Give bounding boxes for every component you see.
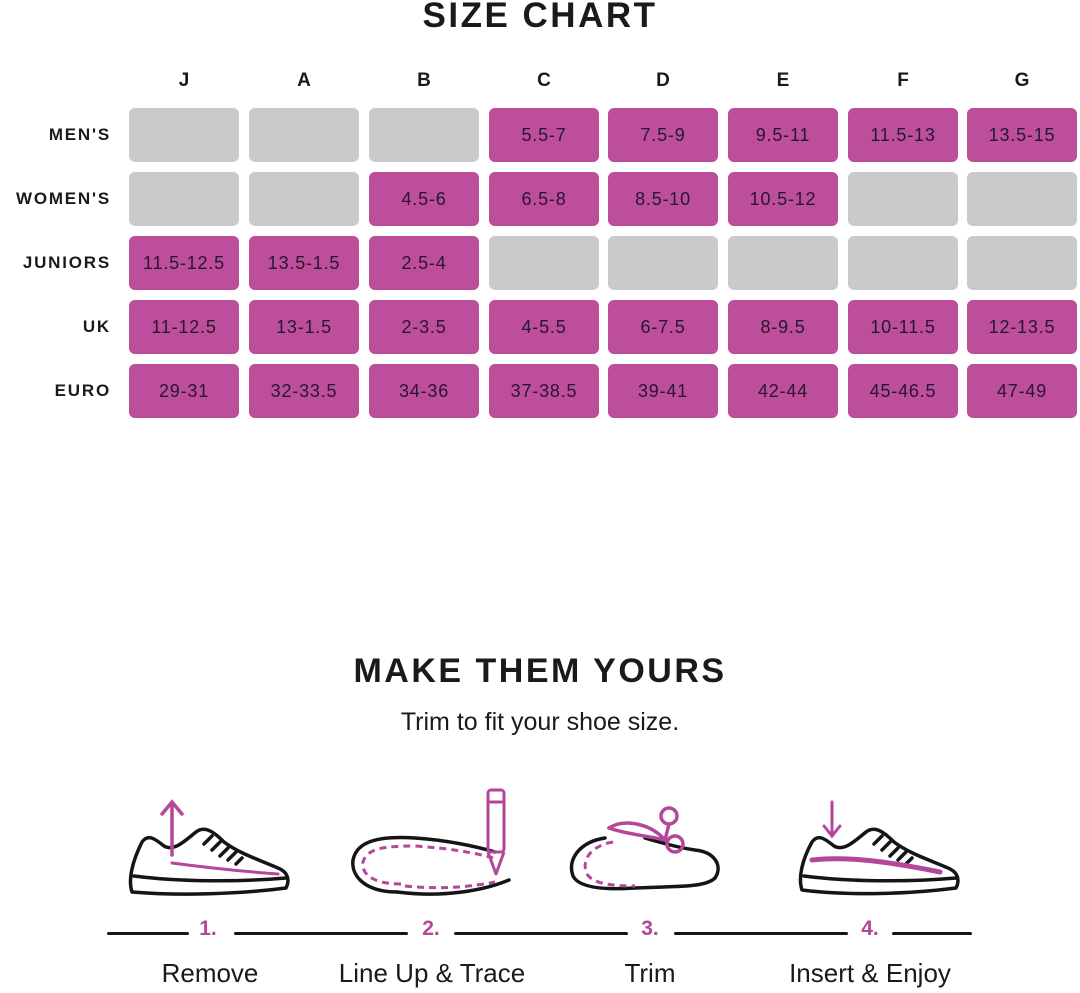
- size-cell: 6.5-8: [489, 172, 599, 226]
- step-label-insert-enjoy: Insert & Enjoy: [789, 958, 951, 988]
- size-cell: 8.5-10: [608, 172, 718, 226]
- shoe-remove-insole-icon: [128, 799, 290, 896]
- step-label-line-up-trace: Line Up & Trace: [338, 958, 526, 988]
- size-cell: 11-12.5: [129, 300, 239, 354]
- size-cell: 29-31: [129, 364, 239, 418]
- column-header-b: B: [417, 70, 431, 91]
- size-cell: 2-3.5: [369, 300, 479, 354]
- size-cell: [848, 236, 958, 290]
- size-cell: 39-41: [608, 364, 718, 418]
- column-header-e: E: [776, 70, 790, 91]
- size-cell: [967, 172, 1077, 226]
- column-header-c: C: [537, 70, 551, 91]
- row-header-uk: UK: [82, 317, 111, 336]
- size-cell: [608, 236, 718, 290]
- timeline-divider: [674, 932, 848, 935]
- size-cell: 37-38.5: [489, 364, 599, 418]
- step-label-remove: Remove: [161, 958, 259, 988]
- step-number-2: 2.: [422, 917, 440, 940]
- instructions-subtitle: Trim to fit your shoe size.: [400, 708, 680, 736]
- size-cell: 13.5-15: [967, 108, 1077, 162]
- size-cell: 10-11.5: [848, 300, 958, 354]
- size-cell: 11.5-13: [848, 108, 958, 162]
- size-cell: 47-49: [967, 364, 1077, 418]
- insole-trace-pencil-icon: [351, 788, 511, 896]
- size-cell: 12-13.5: [967, 300, 1077, 354]
- row-header-womens: WOMEN'S: [15, 189, 111, 208]
- insole-scissors-icon: [569, 806, 720, 891]
- instructions-title: MAKE THEM YOURS: [353, 652, 727, 690]
- row-header-mens: MEN'S: [48, 125, 111, 144]
- timeline-divider: [234, 932, 408, 935]
- size-cell: 8-9.5: [728, 300, 838, 354]
- timeline-divider: [892, 932, 972, 935]
- row-header-euro: EURO: [54, 381, 111, 400]
- column-header-f: F: [897, 70, 909, 91]
- size-cell: 42-44: [728, 364, 838, 418]
- size-cell: 13-1.5: [249, 300, 359, 354]
- size-cell: [489, 236, 599, 290]
- step-number-1: 1.: [199, 917, 217, 940]
- size-cell: 2.5-4: [369, 236, 479, 290]
- size-cell: [728, 236, 838, 290]
- timeline-divider: [107, 932, 189, 935]
- timeline-divider: [454, 932, 628, 935]
- column-header-a: A: [297, 70, 311, 91]
- size-cell: 6-7.5: [608, 300, 718, 354]
- size-cell: 45-46.5: [848, 364, 958, 418]
- size-cell: [369, 108, 479, 162]
- size-cell: [967, 236, 1077, 290]
- size-cell: [249, 108, 359, 162]
- size-cell: 13.5-1.5: [249, 236, 359, 290]
- row-header-juniors: JUNIORS: [22, 253, 111, 272]
- size-cell: 7.5-9: [608, 108, 718, 162]
- size-cell: 10.5-12: [728, 172, 838, 226]
- size-cell: 4-5.5: [489, 300, 599, 354]
- size-cell: 32-33.5: [249, 364, 359, 418]
- column-header-d: D: [656, 70, 670, 91]
- size-cell: [249, 172, 359, 226]
- step-label-trim: Trim: [624, 958, 676, 988]
- size-cell: 5.5-7: [489, 108, 599, 162]
- column-header-j: J: [178, 70, 190, 91]
- size-cell: [848, 172, 958, 226]
- step-number-3: 3.: [641, 917, 659, 940]
- step-number-4: 4.: [861, 917, 879, 940]
- size-cell: [129, 172, 239, 226]
- size-cell: 11.5-12.5: [129, 236, 239, 290]
- size-cell: 34-36: [369, 364, 479, 418]
- shoe-insert-insole-icon: [798, 800, 960, 896]
- column-header-g: G: [1014, 70, 1030, 91]
- size-cell: 9.5-11: [728, 108, 838, 162]
- size-cell: [129, 108, 239, 162]
- size-cell: 4.5-6: [369, 172, 479, 226]
- size-chart-title: SIZE CHART: [422, 0, 658, 35]
